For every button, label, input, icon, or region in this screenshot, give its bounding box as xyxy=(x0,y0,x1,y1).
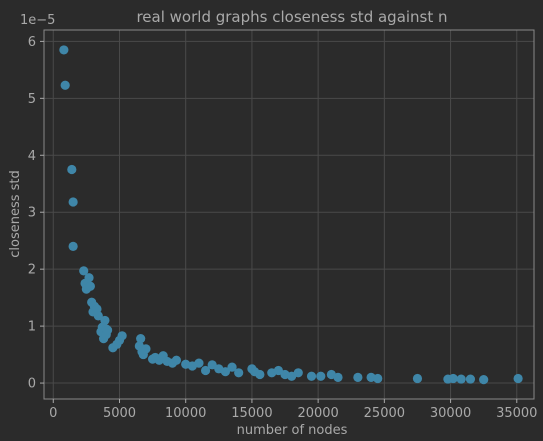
data-point xyxy=(84,273,93,282)
x-tick-label: 10000 xyxy=(165,406,206,421)
data-point xyxy=(118,331,127,340)
data-point xyxy=(413,374,422,383)
y-tick-label: 3 xyxy=(28,206,36,221)
data-point xyxy=(307,372,316,381)
y-tick-label: 1 xyxy=(28,320,36,335)
data-point xyxy=(353,373,362,382)
data-point xyxy=(61,81,70,90)
data-point xyxy=(67,165,76,174)
data-point xyxy=(59,45,68,54)
y-tick-label: 2 xyxy=(28,263,36,278)
chart-title: real world graphs closeness std against … xyxy=(136,8,447,26)
y-tick-label: 4 xyxy=(28,149,36,164)
x-tick-label: 30000 xyxy=(430,406,471,421)
data-point xyxy=(255,370,264,379)
data-point xyxy=(333,373,342,382)
data-point xyxy=(141,344,150,353)
x-tick-label: 0 xyxy=(49,406,57,421)
x-tick-label: 25000 xyxy=(364,406,405,421)
data-point xyxy=(100,316,109,325)
data-point xyxy=(294,368,303,377)
data-point xyxy=(86,282,95,291)
data-point xyxy=(316,372,325,381)
y-offset-label: 1e−5 xyxy=(20,13,55,28)
data-point xyxy=(234,368,243,377)
data-point xyxy=(457,374,466,383)
data-point xyxy=(449,374,458,383)
data-point xyxy=(373,374,382,383)
x-tick-label: 5000 xyxy=(103,406,136,421)
data-point xyxy=(194,359,203,368)
data-point xyxy=(69,242,78,251)
y-tick-label: 6 xyxy=(28,35,36,50)
x-tick-label: 20000 xyxy=(297,406,338,421)
x-tick-label: 15000 xyxy=(231,406,272,421)
data-point xyxy=(466,374,475,383)
x-tick-label: 35000 xyxy=(496,406,537,421)
data-point xyxy=(103,325,112,334)
x-axis-label: number of nodes xyxy=(237,423,348,438)
data-point xyxy=(69,197,78,206)
y-tick-label: 0 xyxy=(28,377,36,392)
data-point xyxy=(136,334,145,343)
y-tick-label: 5 xyxy=(28,92,36,107)
data-point xyxy=(479,375,488,384)
y-axis-label: closeness std xyxy=(8,170,23,258)
data-point xyxy=(172,356,181,365)
data-point xyxy=(514,374,523,383)
